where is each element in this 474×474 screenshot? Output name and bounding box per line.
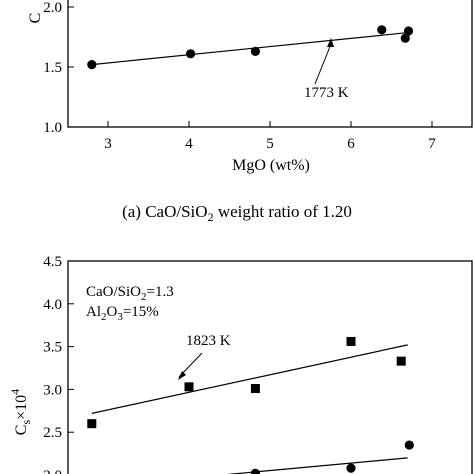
bottom-y-tick-label: 2.0 (43, 468, 62, 474)
top-annotation-arrowhead (327, 38, 334, 47)
bottom-data-point-square (87, 419, 97, 429)
bottom-annotation-arrowhead (178, 371, 186, 380)
bottom-y-tick-label: 2.5 (43, 425, 62, 441)
bottom-y-tick-label: 3.5 (43, 340, 62, 356)
bottom-data-point-square (184, 382, 194, 392)
legend-alumina: Al2O3=15% (86, 304, 159, 323)
panel-a-caption: (a) CaO/SiO2 weight ratio of 1.20 (122, 202, 352, 224)
top-data-point (403, 26, 414, 36)
bottom-fit-line-1 (91, 344, 408, 414)
top-series-label: 1773 K (304, 85, 349, 101)
bottom-fit-lines (91, 344, 408, 474)
bottom-y-axis: 2.0 2.5 3.0 3.5 4.0 4.5 (43, 254, 74, 474)
top-x-tick-label: 4 (185, 136, 193, 152)
top-y-axis: 1.0 1.5 2.0 (43, 0, 74, 136)
bottom-data-point-square (346, 336, 356, 346)
top-plot-frame (67, 0, 473, 128)
top-data-point (87, 60, 97, 70)
top-data-point (377, 25, 387, 35)
bottom-data-point-circle (404, 440, 414, 450)
bottom-data-point-square (250, 384, 260, 394)
top-data-point (186, 49, 196, 59)
top-x-tick-label: 5 (266, 136, 274, 152)
top-x-tick-label: 3 (104, 136, 112, 152)
top-y-tick-label: 1.0 (43, 120, 62, 136)
bottom-y-tick-label: 4.0 (43, 297, 62, 313)
top-data-point (250, 46, 261, 57)
bottom-y-tick-label: 4.5 (43, 254, 62, 270)
bottom-data-point-square (396, 356, 406, 366)
bottom-series-label: 1823 K (186, 333, 231, 349)
bottom-fit-line-2 (226, 457, 408, 474)
bottom-y-axis-label: Cs×104 (8, 389, 33, 435)
top-annotation-arrow (314, 43, 332, 85)
legend-basicity: CaO/SiO2=1.3 (86, 284, 174, 303)
top-data-points (87, 25, 414, 70)
top-x-axis-label: MgO (wt%) (232, 157, 310, 174)
bottom-data-points (87, 336, 414, 474)
top-chart-panel: C 1.0 1.5 2.0 3 4 5 6 7 1773 K MgO (wt%) (27, 0, 473, 174)
top-x-axis: 3 4 5 6 7 (104, 121, 436, 152)
top-y-tick-label: 1.5 (43, 60, 62, 76)
top-x-tick-label: 7 (428, 136, 436, 152)
bottom-data-point-circle (250, 468, 261, 474)
top-fit-line (91, 31, 412, 66)
top-y-tick-label: 2.0 (43, 0, 62, 16)
top-y-axis-label: C (27, 13, 44, 24)
bottom-chart-panel: 2.0 2.5 3.0 3.5 4.0 4.5 Cs×104 CaO/SiO2=1.3 A… (8, 254, 473, 474)
bottom-y-tick-label: 3.0 (43, 382, 62, 398)
top-data-point (400, 33, 410, 43)
bottom-plot-frame (67, 260, 473, 474)
top-x-tick-label: 6 (347, 136, 355, 152)
bottom-data-point-circle (346, 463, 356, 473)
